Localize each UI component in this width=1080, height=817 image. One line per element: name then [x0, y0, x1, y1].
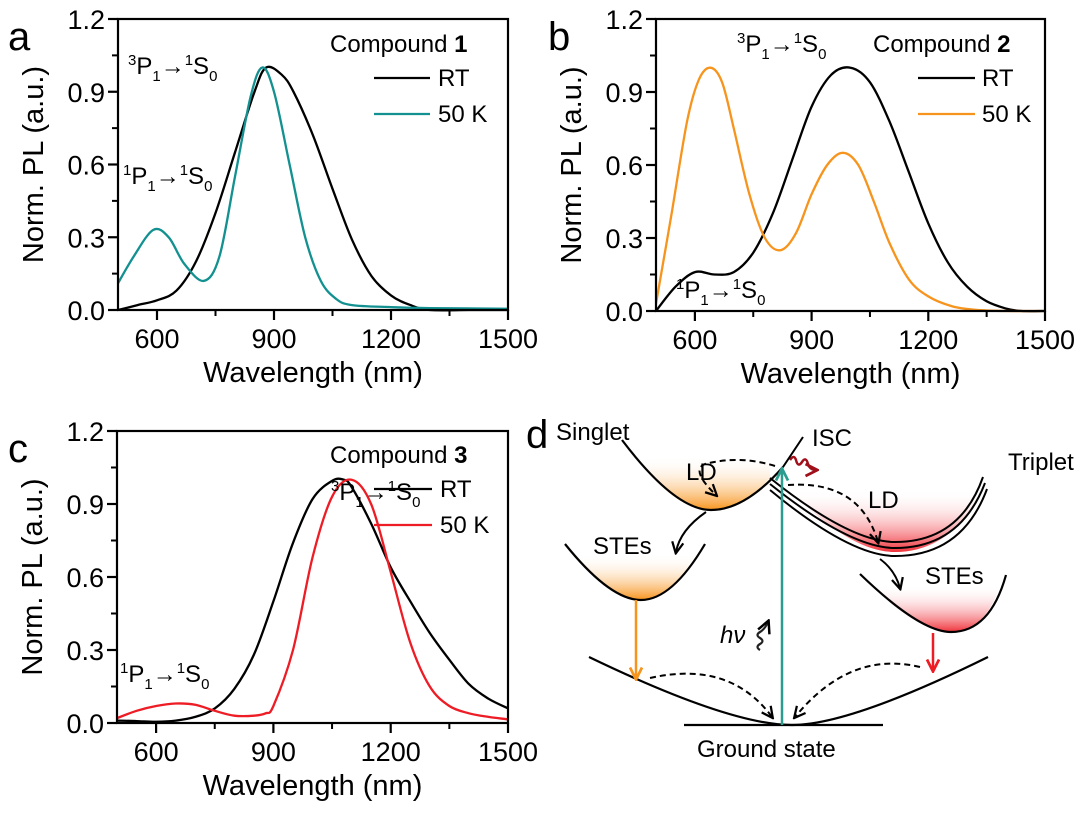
y-tick-label: 0.6 [605, 151, 643, 181]
ground-left-relax-arrow [649, 672, 772, 717]
ld-triplet-label: LD [868, 487, 899, 514]
plot-frame [654, 17, 1047, 313]
triplet-label: Triplet [1008, 449, 1074, 476]
y-tick-label: 0.6 [66, 563, 104, 593]
y-axis-title: Norm. PL (a.u.) [556, 66, 588, 263]
x-tick-label: 1200 [898, 325, 958, 355]
x-tick-label: 1200 [361, 324, 421, 354]
x-tick-label: 1500 [478, 737, 538, 767]
annotation-3p1-1s0: 3P1→1S0 [737, 30, 826, 63]
x-tick-label: 900 [251, 737, 296, 767]
legend-label: 50 K [982, 101, 1031, 128]
annotation-1p1-1s0: 1P1→1S0 [120, 660, 209, 693]
series-line-rt [116, 477, 509, 723]
ld-triplet-arrow [787, 483, 878, 542]
y-tick-label: 0.3 [66, 636, 104, 666]
legend-label: 50 K [438, 101, 487, 128]
isc-label: ISC [812, 425, 852, 452]
x-tick-label: 600 [672, 325, 717, 355]
x-axis-title: Wavelength (nm) [203, 770, 423, 802]
singlet-label: Singlet [556, 419, 630, 446]
ld-singlet-arrow [698, 458, 776, 495]
y-tick-label: 0.9 [605, 78, 643, 108]
y-tick-label: 0.0 [605, 297, 643, 327]
energy-diagram: Singlet Triplet ISC LD LD STEs STEs hν G… [556, 419, 1074, 763]
singlet-to-stes-arrow [676, 511, 707, 552]
series-line-50k [654, 66, 1046, 313]
legend-label: RT [440, 476, 472, 503]
triplet-well-3 [769, 488, 988, 558]
legend-title: Compound 3 [330, 442, 467, 469]
panel-letter-d: d [526, 413, 548, 457]
hv-label: hν [720, 622, 745, 649]
panel-b-chart: 600 900 1200 1500 0.0 0.3 0.6 0.9 1.2 Wavelength … [556, 5, 1075, 390]
legend-label: RT [982, 65, 1014, 92]
x-tick-label: 600 [134, 324, 179, 354]
series-line-rt [655, 66, 1046, 313]
x-tick-label: 900 [251, 324, 296, 354]
x-tick-label: 600 [134, 737, 179, 767]
legend-label: RT [438, 65, 470, 92]
panel-a-chart: 600 900 1200 1500 0.0 0.3 0.6 0.9 1.2 Wavelength … [18, 5, 538, 389]
singlet-well-fill [635, 456, 770, 510]
triplet-well-2 [769, 482, 986, 550]
annotation-3p1-1s0: 3P1→1S0 [331, 478, 420, 511]
triplet-well-fill [790, 490, 985, 552]
ld-singlet-label: LD [686, 459, 717, 486]
series-line-rt [117, 65, 508, 312]
triplet-well-1 [769, 476, 984, 544]
annotation-1p1-1s0: 1P1→1S0 [123, 162, 212, 195]
ground-state-label: Ground state [697, 736, 836, 763]
isc-wavy-arrow [788, 455, 816, 470]
annotation-3p1-1s0: 3P1→1S0 [128, 52, 217, 85]
legend-title: Compound 2 [873, 31, 1010, 58]
stes-singlet-label: STEs [593, 533, 652, 560]
photon-wavy-arrow [756, 622, 769, 651]
y-tick-label: 0.0 [67, 296, 105, 326]
ground-state-well [588, 656, 989, 727]
x-axis-title: Wavelength (nm) [741, 358, 961, 390]
panel-c-chart: 600 900 1200 1500 0.0 0.3 0.6 0.9 1.2 Wavelength … [17, 417, 538, 802]
y-tick-label: 0.3 [605, 224, 643, 254]
triplet-stes-well [859, 573, 1008, 634]
panel-letter-a: a [8, 15, 31, 59]
series-line-50k [116, 478, 509, 721]
y-tick-label: 0.9 [66, 490, 104, 520]
ground-right-relax-arrow [795, 662, 921, 717]
x-tick-label: 900 [789, 325, 834, 355]
y-tick-label: 1.2 [605, 5, 643, 35]
annotation-1p1-1s0: 1P1→1S0 [676, 276, 765, 309]
y-axis-title: Norm. PL (a.u.) [18, 66, 50, 263]
series-line-50k [117, 66, 509, 310]
y-tick-label: 0.3 [67, 223, 105, 253]
x-tick-label: 1500 [1015, 325, 1075, 355]
x-tick-label: 1200 [361, 737, 421, 767]
x-tick-label: 1500 [478, 324, 538, 354]
y-tick-label: 1.2 [66, 417, 104, 447]
y-tick-label: 0.0 [66, 709, 104, 739]
y-tick-label: 0.6 [67, 151, 105, 181]
panel-letter-b: b [548, 15, 570, 59]
y-tick-label: 0.9 [67, 78, 105, 108]
y-axis-title: Norm. PL (a.u.) [17, 478, 49, 675]
triplet-to-stes-arrow [879, 558, 900, 588]
legend-label: 50 K [440, 512, 489, 539]
triplet-stes-fill [870, 585, 1000, 632]
legend-title: Compound 1 [330, 31, 467, 58]
isc-crossing-line [782, 436, 804, 468]
y-tick-label: 1.2 [67, 5, 105, 35]
stes-triplet-label: STEs [925, 563, 984, 590]
panel-letter-c: c [8, 427, 28, 471]
x-axis-title: Wavelength (nm) [203, 357, 423, 389]
singlet-stes-well [564, 543, 706, 602]
singlet-well [621, 439, 784, 512]
